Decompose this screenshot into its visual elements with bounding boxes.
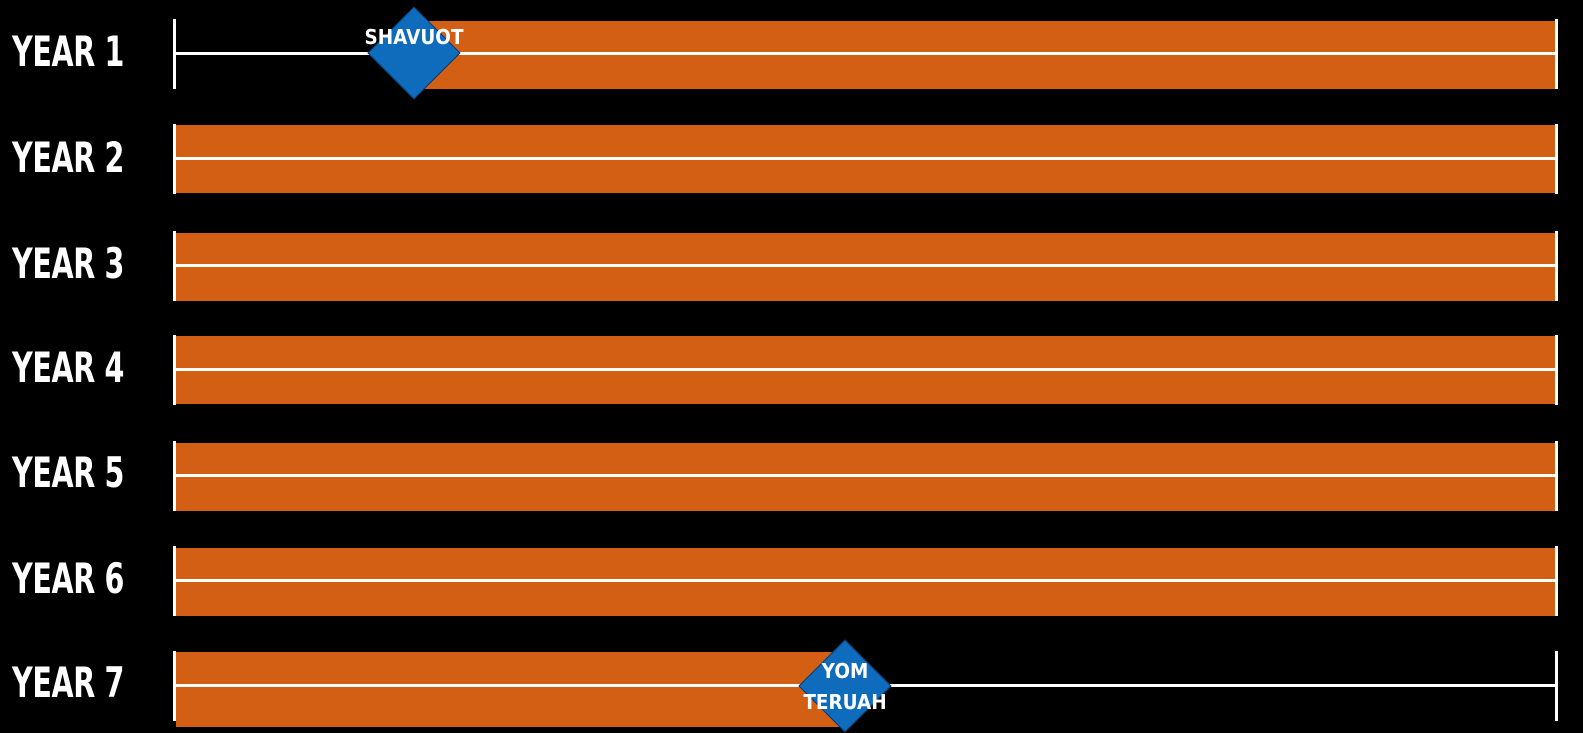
year-1-end-tick bbox=[1555, 19, 1558, 89]
year-1-line bbox=[176, 52, 1557, 55]
shavuot-label: SHAVUOT bbox=[350, 22, 479, 53]
year-2-line bbox=[176, 157, 1557, 160]
year-5-line bbox=[176, 474, 1557, 477]
year-5-bar bbox=[176, 443, 1555, 511]
year-4-line bbox=[176, 368, 1557, 371]
year-6-line bbox=[176, 579, 1557, 582]
year-7-label: YEAR 7 bbox=[12, 658, 125, 707]
year-1-label: YEAR 1 bbox=[12, 27, 125, 76]
year-5-start-tick bbox=[173, 441, 176, 511]
year-3-end-tick bbox=[1555, 231, 1558, 301]
year-7-start-tick bbox=[173, 651, 176, 721]
year-5-label: YEAR 5 bbox=[12, 448, 125, 497]
year-6-end-tick bbox=[1555, 546, 1558, 616]
year-1-bar bbox=[414, 21, 1555, 89]
year-4-label: YEAR 4 bbox=[12, 343, 125, 392]
year-2-label: YEAR 2 bbox=[12, 133, 125, 182]
year-5-end-tick bbox=[1555, 441, 1558, 511]
year-3-line bbox=[176, 264, 1557, 267]
year-6-bar bbox=[176, 548, 1555, 616]
yom-teruah-label-line1: YOM bbox=[821, 659, 869, 683]
year-4-start-tick bbox=[173, 335, 176, 405]
year-3-label: YEAR 3 bbox=[12, 239, 125, 288]
yom-teruah-label-line2: TERUAH bbox=[803, 690, 887, 714]
year-6-start-tick bbox=[173, 546, 176, 616]
year-4-end-tick bbox=[1555, 335, 1558, 405]
year-7-bar bbox=[176, 652, 845, 727]
yom-teruah-label: YOM TERUAH bbox=[781, 656, 910, 718]
year-1-start-tick bbox=[173, 19, 176, 89]
year-2-end-tick bbox=[1555, 124, 1558, 194]
year-7-end-tick bbox=[1555, 651, 1558, 721]
year-3-bar bbox=[176, 233, 1555, 301]
shavuot-label-text: SHAVUOT bbox=[364, 25, 464, 49]
year-6-label: YEAR 6 bbox=[12, 554, 125, 603]
year-2-start-tick bbox=[173, 124, 176, 194]
year-3-start-tick bbox=[173, 231, 176, 301]
